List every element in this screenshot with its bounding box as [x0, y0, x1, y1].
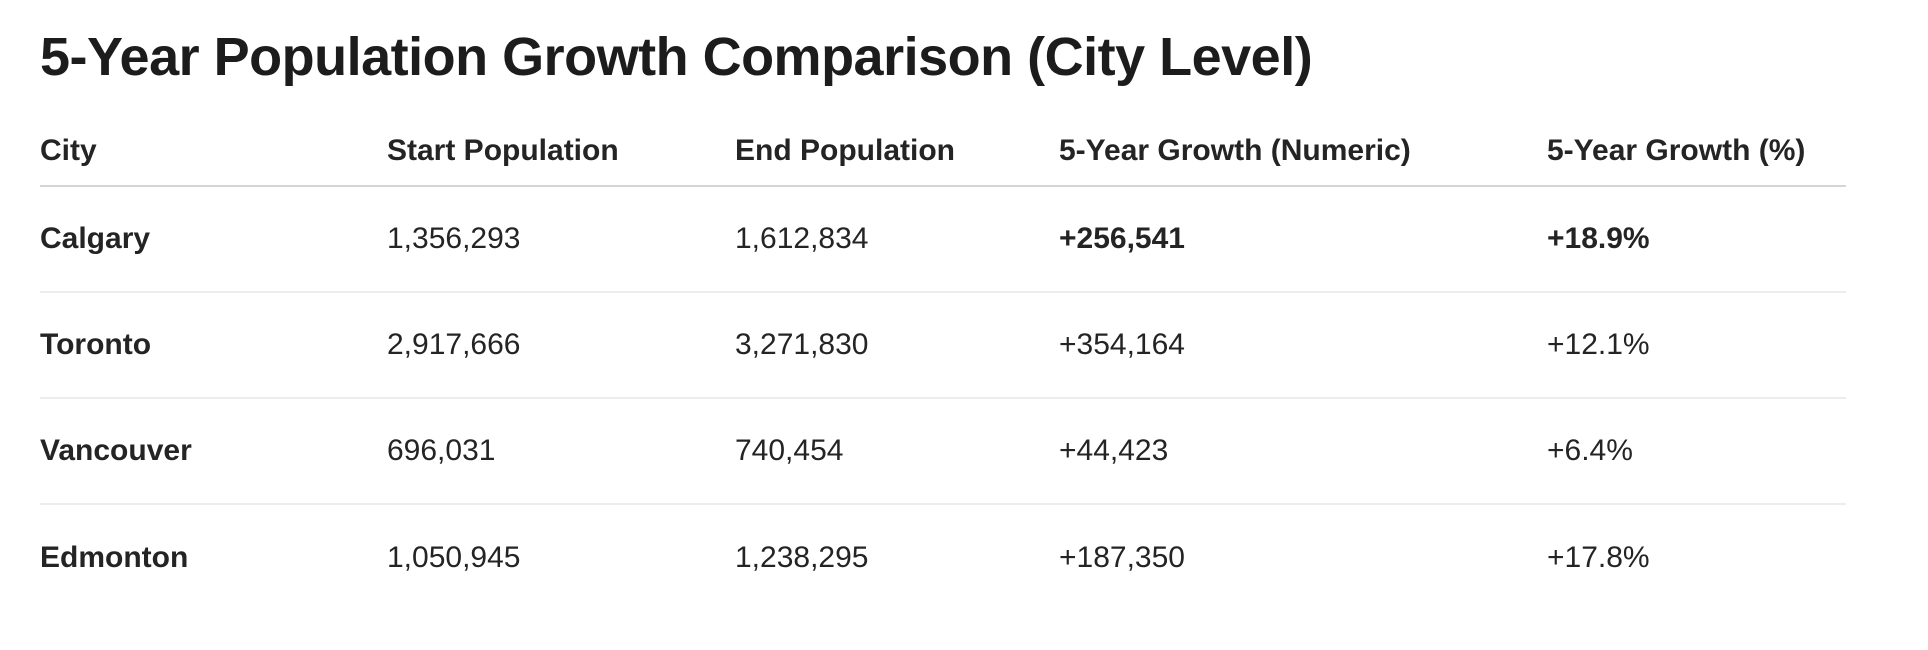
cell-start-population: 2,917,666 [387, 292, 735, 399]
page-title: 5-Year Population Growth Comparison (Cit… [40, 27, 1313, 87]
page: 5-Year Population Growth Comparison (Cit… [40, 27, 1846, 610]
cell-end-population: 1,238,295 [735, 540, 869, 574]
cell-end-population: 740,454 [735, 398, 1059, 505]
column-header-city: City [40, 116, 387, 187]
table-row-toronto: Toronto 2,917,666 3,271,830 +354,164 +12… [40, 292, 1846, 399]
cell-city: Toronto [40, 292, 387, 399]
column-header-growth-percent: 5-Year Growth (%) [1547, 116, 1846, 187]
table-row-edmonton: Edmonton 1,050,945 1,238,295 +187,350 +1… [40, 504, 1846, 610]
cell-growth-percent: +17.8% [1547, 540, 1650, 574]
cell-city: Vancouver [40, 398, 387, 505]
cell-growth-numeric: +187,350 [1059, 540, 1185, 574]
cell-growth-numeric: +354,164 [1059, 292, 1547, 399]
cell-growth-percent: +12.1% [1547, 292, 1846, 399]
column-header-start-population: Start Population [387, 116, 735, 187]
cell-growth-numeric: +256,541 [1059, 186, 1547, 293]
cell-growth-percent: +6.4% [1547, 398, 1846, 505]
table-row-calgary: Calgary 1,356,293 1,612,834 +256,541 +18… [40, 186, 1846, 293]
table-row-vancouver: Vancouver 696,031 740,454 +44,423 +6.4% [40, 398, 1846, 505]
table-header-row: City Start Population End Population 5-Y… [40, 116, 1846, 187]
column-header-end-population: End Population [735, 116, 1059, 187]
cell-end-population: 1,612,834 [735, 186, 1059, 293]
cell-city: Edmonton [40, 540, 189, 574]
population-growth-table: City Start Population End Population 5-Y… [40, 116, 1846, 610]
cell-growth-numeric: +44,423 [1059, 398, 1547, 505]
cell-growth-percent: +18.9% [1547, 186, 1846, 293]
cell-city: Calgary [40, 186, 387, 293]
cell-start-population: 1,050,945 [387, 540, 521, 574]
cell-end-population: 3,271,830 [735, 292, 1059, 399]
cell-start-population: 696,031 [387, 398, 735, 505]
column-header-growth-numeric: 5-Year Growth (Numeric) [1059, 116, 1547, 187]
cell-start-population: 1,356,293 [387, 186, 735, 293]
